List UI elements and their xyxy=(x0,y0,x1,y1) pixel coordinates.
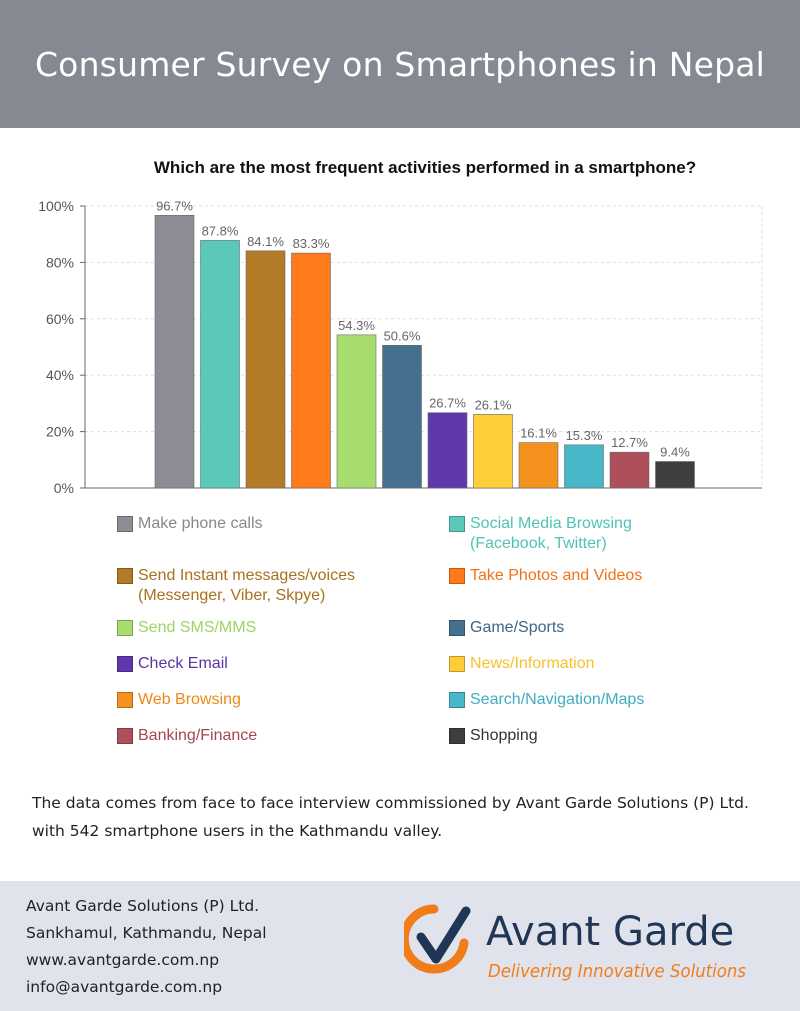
legend-swatch xyxy=(449,516,465,532)
legend-label: Banking/Finance xyxy=(138,726,257,746)
legend-item: Social Media Browsing (Facebook, Twitter) xyxy=(449,514,779,554)
y-tick-label: 20% xyxy=(46,424,74,440)
bar xyxy=(518,442,559,489)
check-mark-icon xyxy=(404,904,471,974)
legend-swatch xyxy=(117,620,133,636)
bar xyxy=(154,215,195,489)
legend-label: Web Browsing xyxy=(138,690,241,710)
legend-item: News/Information xyxy=(449,654,779,674)
legend-item: Take Photos and Videos xyxy=(449,566,779,586)
chart-data-labels: 96.7% 87.8% 84.1% 83.3% 54.3% 50.6% 26.7% 26.1%… xyxy=(156,198,690,459)
y-tick-label: 80% xyxy=(46,254,74,270)
legend-label-line: Send SMS/MMS xyxy=(138,619,257,636)
legend-label: Check Email xyxy=(138,654,228,674)
y-tick-label: 40% xyxy=(46,367,74,383)
legend-item: Make phone calls xyxy=(117,514,447,534)
legend-label: Send Instant messages/voices (Messenger, … xyxy=(138,566,355,606)
chart-title: Which are the most frequent activities p… xyxy=(154,158,696,177)
avant-garde-logo: Avant Garde Delivering Innovative Soluti… xyxy=(404,904,746,982)
contact-info: Avant Garde Solutions (P) Ltd. Sankhamul… xyxy=(26,893,267,1001)
logo-name: Avant Garde xyxy=(486,909,734,955)
legend-item: Game/Sports xyxy=(449,618,779,638)
legend-label-line: Check Email xyxy=(138,655,228,672)
bar xyxy=(655,461,695,489)
legend-label-line: Game/Sports xyxy=(470,619,565,636)
bar xyxy=(427,412,468,489)
data-label: 87.8% xyxy=(202,223,239,238)
bar xyxy=(609,451,650,489)
legend-label: News/Information xyxy=(470,654,595,674)
logo-tagline: Delivering Innovative Solutions xyxy=(488,961,746,982)
legend-label-line: Banking/Finance xyxy=(138,727,258,744)
legend-label-line: Send Instant messages/voices xyxy=(138,567,356,584)
legend-label: Game/Sports xyxy=(470,618,564,638)
y-tick-label: 0% xyxy=(54,480,74,496)
page-header: Consumer Survey on Smartphones in Nepal xyxy=(0,0,800,128)
legend-swatch xyxy=(449,568,465,584)
bar xyxy=(200,240,240,489)
legend-item: Banking/Finance xyxy=(117,726,447,746)
legend-swatch xyxy=(449,620,465,636)
bar xyxy=(473,414,513,489)
legend-swatch xyxy=(449,728,465,744)
legend-swatch xyxy=(117,728,133,744)
footer: Avant Garde Solutions (P) Ltd. Sankhamul… xyxy=(0,881,800,1011)
data-label: 54.3% xyxy=(338,318,375,333)
legend-label-line: News/Information xyxy=(470,655,595,672)
legend-label-line: (Messenger, Viber, Skpye) xyxy=(138,587,326,604)
company-name: Avant Garde Solutions (P) Ltd. xyxy=(26,897,260,915)
legend-swatch xyxy=(449,692,465,708)
legend-item: Send Instant messages/voices (Messenger, … xyxy=(117,566,447,606)
website-link[interactable]: www.avantgarde.com.np xyxy=(26,951,220,969)
data-label: 16.1% xyxy=(520,426,557,441)
bar xyxy=(336,334,377,489)
legend-label: Send SMS/MMS xyxy=(138,618,256,638)
data-label: 15.3% xyxy=(566,428,603,443)
bar xyxy=(245,250,286,489)
legend-label: Shopping xyxy=(470,726,538,746)
legend-item: Web Browsing xyxy=(117,690,447,710)
data-label: 12.7% xyxy=(611,435,648,450)
legend-item: Send SMS/MMS xyxy=(117,618,447,638)
legend-label-line: Social Media Browsing xyxy=(470,515,632,532)
legend-label-line: Make phone calls xyxy=(138,515,263,532)
bar-chart: Which are the most frequent activities p… xyxy=(38,158,763,496)
company-address: Sankhamul, Kathmandu, Nepal xyxy=(26,924,267,942)
legend-swatch xyxy=(117,516,133,532)
y-tick-label: 100% xyxy=(38,198,74,214)
legend-label: Make phone calls xyxy=(138,514,263,534)
legend-swatch xyxy=(117,568,133,584)
legend-label-line: Shopping xyxy=(470,727,538,744)
survey-note: The data comes from face to face intervi… xyxy=(32,794,749,840)
legend-label: Social Media Browsing (Facebook, Twitter) xyxy=(470,514,632,554)
legend-label-line: Search/Navigation/Maps xyxy=(470,691,645,708)
email-link[interactable]: info@avantgarde.com.np xyxy=(26,978,223,996)
data-label: 50.6% xyxy=(384,328,421,343)
legend-swatch xyxy=(449,656,465,672)
y-tick-label: 60% xyxy=(46,311,74,327)
legend-label: Search/Navigation/Maps xyxy=(470,690,644,710)
data-label: 26.7% xyxy=(429,396,466,411)
legend-item: Check Email xyxy=(117,654,447,674)
legend-swatch xyxy=(117,656,133,672)
legend-label-line: (Facebook, Twitter) xyxy=(470,535,607,552)
data-label: 84.1% xyxy=(247,234,284,249)
page-title: Consumer Survey on Smartphones in Nepal xyxy=(34,44,766,84)
bar xyxy=(291,252,331,489)
chart-gridlines xyxy=(85,205,763,488)
legend-label-line: Web Browsing xyxy=(138,691,241,708)
data-label: 83.3% xyxy=(293,236,330,251)
legend-label: Take Photos and Videos xyxy=(470,566,642,586)
bar xyxy=(564,444,604,489)
legend-label-line: Take Photos and Videos xyxy=(470,567,643,584)
bar xyxy=(382,345,422,489)
legend-swatch xyxy=(117,692,133,708)
data-label: 9.4% xyxy=(660,444,690,459)
chart-bars xyxy=(154,215,695,489)
data-label: 96.7% xyxy=(156,198,193,213)
legend-item: Shopping xyxy=(449,726,779,746)
legend-item: Search/Navigation/Maps xyxy=(449,690,779,710)
data-label: 26.1% xyxy=(475,397,512,412)
